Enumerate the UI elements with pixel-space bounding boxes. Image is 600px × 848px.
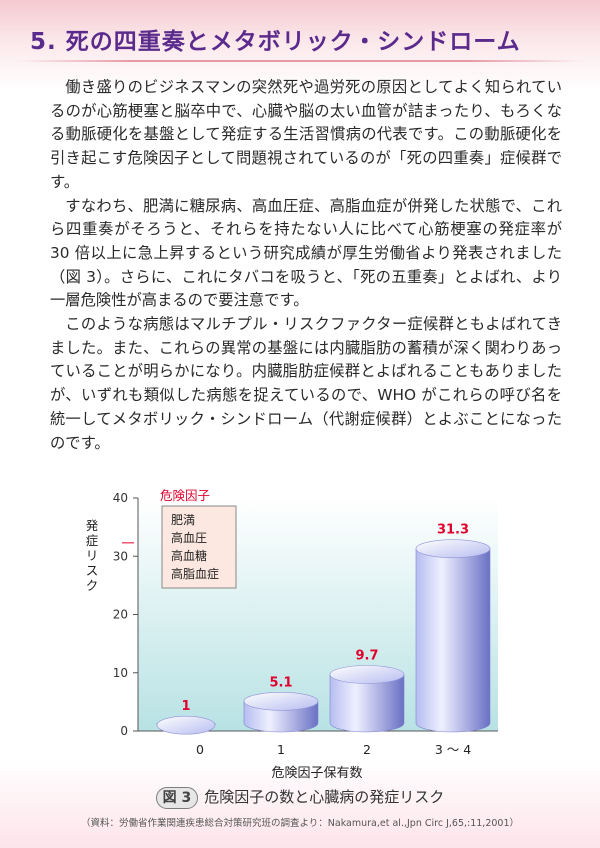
y-axis-label-char: 症 — [86, 533, 99, 548]
value-label: 31.3 — [437, 523, 469, 538]
bar-top — [243, 691, 319, 711]
bar-top — [329, 665, 405, 684]
figure-source: （資料：労働省作業関連疾患総合対策研究班の調査より：Nakamura,et al… — [80, 818, 519, 829]
bar-body — [415, 548, 491, 733]
y-axis-label-char: ク — [86, 578, 99, 593]
bar — [329, 665, 405, 733]
y-axis-label-char: 発 — [86, 518, 99, 533]
legend-item: 高脂血症 — [171, 566, 219, 581]
figure-badge: 図 3 — [155, 787, 199, 809]
bar — [243, 691, 319, 733]
y-tick-label: 20 — [113, 608, 128, 622]
paragraph-2: すなわち、肥満に糖尿病、高血圧症、高脂血症が併発した状態で、これら四重奏がそろう… — [50, 196, 562, 310]
y-tick-label: 40 — [113, 491, 128, 505]
page-title: 5. 死の四重奏とメタボリック・シンドローム — [30, 29, 521, 55]
title-divider — [18, 60, 582, 62]
y-axis-label-char: ス — [86, 563, 99, 578]
value-label: 5.1 — [269, 675, 292, 690]
bar — [156, 715, 216, 735]
bar-top — [415, 539, 491, 558]
value-label: 9.7 — [355, 648, 378, 663]
legend-box — [161, 505, 237, 589]
bar — [415, 539, 491, 733]
risk-chart: 0 10 20 30 40 発症リスク 1 0 5.1 1 9.7 2 31.3 3 〜 4 危険因子保有数… — [0, 478, 600, 818]
x-tick-label: 2 — [363, 742, 371, 757]
legend-item: 肥満 — [171, 513, 195, 527]
y-tick-label: 10 — [113, 666, 128, 680]
y-tick-label: 0 — [120, 724, 128, 738]
x-tick-label: 1 — [277, 742, 285, 757]
value-label: 1 — [181, 699, 190, 714]
bar-body — [329, 674, 405, 733]
figure-caption: 図 3 危険因子の数と心臓病の発症リスク — [0, 786, 600, 809]
y-axis-label-char: リ — [86, 548, 99, 563]
bar-top — [156, 715, 216, 735]
paragraph-1: 働き盛りのビジネスマンの突然死や過労死の原因としてよく知られているのが心筋梗塞と… — [50, 78, 562, 191]
paragraph-3: このような病態はマルチプル・リスクファクター症候群ともよばれてきました。また、こ… — [50, 315, 562, 452]
x-axis-label: 危険因子保有数 — [271, 766, 362, 781]
body-text: 働き盛りのビジネスマンの突然死や過労死の原因としてよく知られているのが心筋梗塞と… — [50, 76, 562, 455]
x-tick-label: 3 〜 4 — [435, 742, 471, 757]
x-tick-label: 0 — [196, 742, 204, 757]
legend-item: 高血糖 — [171, 548, 207, 563]
legend-item: 高血圧 — [171, 530, 207, 545]
legend-title: 危険因子 — [160, 488, 210, 503]
y-tick-label: 30 — [113, 549, 128, 563]
figure-caption-text: 危険因子の数と心臓病の発症リスク — [204, 788, 445, 806]
